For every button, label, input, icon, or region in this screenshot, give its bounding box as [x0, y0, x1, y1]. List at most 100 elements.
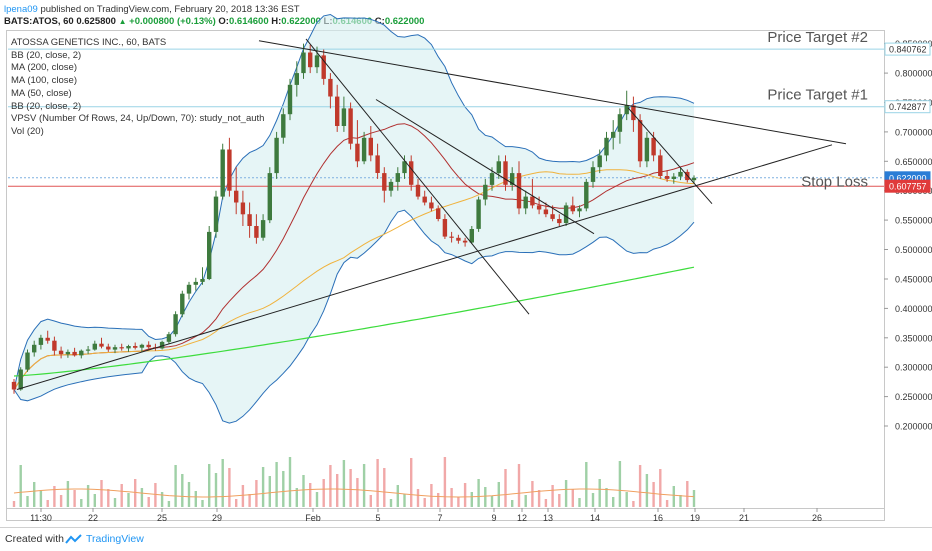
volume-bar [127, 493, 130, 507]
candle-body [234, 190, 239, 203]
volume-bar [73, 490, 76, 507]
price-badge-target [884, 42, 931, 56]
candle-body [611, 131, 616, 138]
horizontal-levels [8, 48, 884, 187]
time-tick-label: 25 [157, 513, 167, 523]
volume-bar [53, 486, 56, 507]
volume-bar [659, 469, 662, 507]
candle-body [678, 171, 683, 177]
volume-bar [403, 494, 406, 507]
volume-bar [100, 480, 103, 507]
volume-bar [430, 484, 433, 507]
candle-body [523, 196, 528, 209]
candle-body [617, 114, 623, 132]
volume-bar [160, 492, 164, 507]
volume-bar [612, 497, 615, 507]
volume-bar [571, 489, 574, 507]
volume-bar [241, 485, 245, 507]
legend-item[interactable]: BB (20, close, 2) [11, 100, 82, 112]
time-scale[interactable]: 11:30 22 25 29 Feb 5 7 9 12 13 14 16 19 21 26 [30, 508, 822, 523]
volume-bar [282, 471, 285, 507]
trendline [305, 38, 530, 315]
volume-bar [33, 482, 36, 507]
volume-bar [524, 495, 527, 507]
volume-bar [147, 497, 150, 507]
candle-body [375, 155, 380, 173]
candle-body [99, 343, 104, 347]
candle-body [631, 105, 636, 121]
price-badge-label: 0.840762 [889, 45, 927, 55]
volume-bar [275, 462, 278, 507]
volume-bar [672, 486, 675, 507]
volume-bar [336, 474, 339, 507]
candle-body [422, 196, 427, 203]
price-tick-label: 0.250000 [895, 392, 932, 402]
candle-body [85, 349, 91, 351]
candle-body [462, 240, 468, 243]
volume-bar [376, 459, 379, 507]
bollinger-upper [13, 13, 695, 390]
candle-body [227, 149, 232, 191]
volume-bar [410, 458, 413, 507]
volume-bar [362, 464, 366, 507]
time-tick-label: 29 [212, 513, 222, 523]
ma-100-line [13, 169, 695, 390]
candle-body [388, 181, 394, 191]
volume-bar [443, 457, 447, 507]
candle-body [314, 55, 320, 68]
candle-body [180, 293, 185, 315]
volume-bar [490, 496, 494, 507]
candle-body [133, 346, 138, 348]
candle-body [92, 343, 97, 350]
publish-line: lpena09 published on TradingView.com, Fe… [4, 4, 300, 15]
legend-item[interactable]: MA (50, close) [11, 87, 72, 99]
tradingview-logo-icon[interactable] [65, 533, 83, 545]
candle-body [395, 173, 400, 182]
volume-bar [66, 481, 70, 507]
volume-bar [457, 497, 460, 507]
time-tick-label: 22 [88, 513, 98, 523]
legend-item[interactable]: Vol (20) [11, 125, 44, 137]
volume-bar [322, 479, 325, 507]
price-badge-label: 0.742877 [889, 102, 927, 112]
volume-bar [113, 498, 117, 507]
candle-body [355, 143, 360, 162]
candle-body [240, 202, 246, 215]
candle-body [213, 196, 219, 232]
candle-body [671, 176, 676, 179]
author-link[interactable]: lpena09 [4, 4, 38, 15]
volume-bar [221, 459, 224, 507]
time-tick-label: 14 [590, 513, 600, 523]
volume-bar [470, 492, 473, 507]
volume-bar [578, 498, 581, 507]
price-tick-label: 0.700000 [895, 127, 932, 137]
legend-item[interactable]: MA (100, close) [11, 75, 77, 87]
volume-bar [26, 496, 29, 507]
candle-body [38, 337, 44, 345]
volume-bar [605, 488, 608, 507]
candle-body [281, 114, 286, 138]
price-scale[interactable]: 0.8500000.8000000.7500000.7000000.650000… [884, 39, 932, 432]
candle-body [577, 208, 582, 212]
candle-body [597, 155, 602, 168]
ma-200-line [13, 266, 695, 377]
candle-body [200, 279, 205, 282]
candle-body [503, 161, 508, 185]
legend-item[interactable]: MA (200, close) [11, 62, 77, 74]
volume-bar [652, 482, 655, 507]
volume-bar [396, 485, 399, 507]
volume-bar [356, 478, 359, 507]
candle-body [651, 137, 656, 156]
candle-body [25, 352, 30, 370]
legend-item[interactable]: VPSV (Number Of Rows, 24, Up/Down, 70): … [11, 113, 265, 125]
time-tick-label: 13 [543, 513, 553, 523]
tradingview-brand-link[interactable]: TradingView [86, 533, 144, 545]
legend-item[interactable]: BB (20, close, 2) [11, 49, 82, 61]
candle-body [348, 108, 353, 144]
candle-body [52, 340, 57, 351]
candle-body [644, 137, 650, 162]
volume-bar [618, 461, 622, 507]
change-value: +0.000800 (+0.13%) [129, 16, 216, 27]
volume-bar [645, 474, 649, 507]
